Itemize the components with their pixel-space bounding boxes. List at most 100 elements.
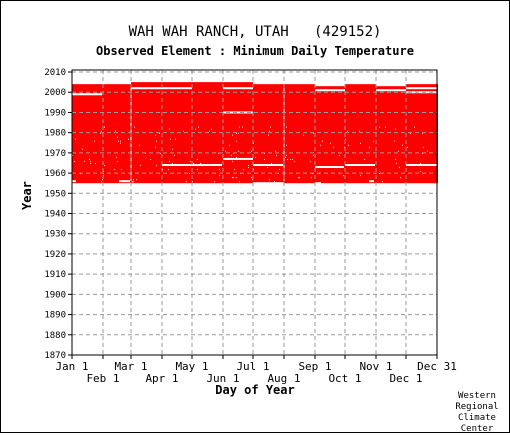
y-tick-label: 1940 (44, 210, 66, 220)
missing-segment (406, 87, 437, 90)
missing-segment (406, 164, 437, 166)
missing-day (420, 162, 421, 164)
missing-day (120, 142, 121, 144)
x-tick-label: Jul 1 (236, 360, 269, 373)
missing-segment (376, 89, 406, 92)
missing-day (233, 177, 234, 179)
y-tick-label: 1910 (44, 270, 66, 280)
missing-day (139, 144, 140, 146)
missing-day (360, 175, 361, 177)
missing-segment (223, 157, 253, 160)
missing-day (156, 140, 157, 142)
missing-day (168, 169, 169, 171)
missing-day (345, 138, 346, 140)
missing-day (310, 160, 311, 162)
missing-day (274, 181, 275, 183)
chart-title: WAH WAH RANCH, UTAH (429152) (128, 24, 382, 40)
missing-day (197, 169, 198, 171)
missing-segment (315, 182, 321, 185)
missing-day (427, 150, 428, 152)
missing-day (248, 165, 249, 166)
missing-segment (406, 91, 437, 94)
missing-day (175, 138, 176, 140)
missing-day (414, 126, 415, 128)
missing-segment (345, 164, 375, 166)
missing-day (169, 160, 170, 162)
missing-day (133, 179, 134, 181)
missing-day (132, 181, 133, 183)
x-tick-label: Feb 1 (86, 372, 119, 385)
missing-day (102, 179, 103, 181)
missing-day (136, 179, 137, 181)
missing-day (134, 126, 135, 128)
missing-day (251, 177, 252, 179)
missing-day (140, 165, 141, 166)
missing-day (238, 150, 239, 152)
missing-day (239, 126, 240, 128)
missing-day (243, 169, 244, 171)
missing-day (238, 132, 239, 134)
missing-day (251, 150, 252, 152)
x-axis-label: Day of Year (215, 383, 295, 397)
missing-day (269, 130, 270, 132)
y-tick-label: 1930 (44, 230, 66, 240)
missing-day (333, 146, 334, 148)
missing-day (264, 158, 265, 160)
missing-day (303, 134, 304, 136)
plot-border (71, 69, 438, 356)
missing-day (118, 140, 119, 142)
x-tick-label: Jan 1 (55, 360, 88, 373)
missing-day (117, 160, 118, 162)
missing-day (423, 146, 424, 148)
missing-day (104, 165, 105, 166)
y-tick-label: 1990 (44, 108, 66, 118)
missing-day (285, 156, 286, 158)
missing-day (232, 160, 233, 162)
missing-day (90, 160, 91, 162)
x-tick-label: Dec 1 (389, 372, 422, 385)
y-tick-label: 1920 (44, 250, 66, 260)
missing-day (89, 158, 90, 160)
missing-day (287, 158, 288, 160)
missing-segment (72, 180, 76, 183)
missing-day (348, 144, 349, 146)
y-tick-label: 2000 (44, 88, 66, 98)
y-tick-label: 1870 (44, 351, 66, 361)
missing-day (198, 126, 199, 128)
missing-day (420, 171, 421, 173)
data-block (284, 84, 315, 184)
x-tick-label: Nov 1 (359, 360, 392, 373)
missing-day (311, 177, 312, 179)
missing-day (156, 165, 157, 166)
missing-day (373, 140, 374, 142)
x-tick-label: Jun 1 (206, 372, 239, 385)
missing-day (74, 160, 75, 162)
missing-day (322, 140, 323, 142)
missing-segment (72, 93, 102, 96)
missing-day (90, 162, 91, 164)
missing-day (219, 175, 220, 177)
missing-day (195, 128, 196, 130)
data-block (406, 84, 438, 184)
missing-segment (315, 89, 345, 92)
missing-day (359, 130, 360, 132)
y-tick-label: 1980 (44, 129, 66, 139)
missing-day (84, 160, 85, 162)
missing-day (286, 154, 287, 156)
missing-day (219, 169, 220, 171)
missing-day (94, 140, 95, 142)
missing-day (115, 130, 116, 132)
missing-day (402, 144, 403, 146)
missing-day (172, 148, 173, 150)
x-tick-label: Sep 1 (298, 360, 331, 373)
missing-day (343, 175, 344, 177)
missing-segment (119, 180, 130, 183)
missing-day (232, 177, 233, 179)
credit-line: Western (458, 391, 496, 401)
missing-day (399, 167, 400, 169)
missing-day (313, 154, 314, 156)
x-tick-label: May 1 (175, 360, 208, 373)
missing-day (269, 179, 270, 181)
missing-day (104, 126, 105, 128)
